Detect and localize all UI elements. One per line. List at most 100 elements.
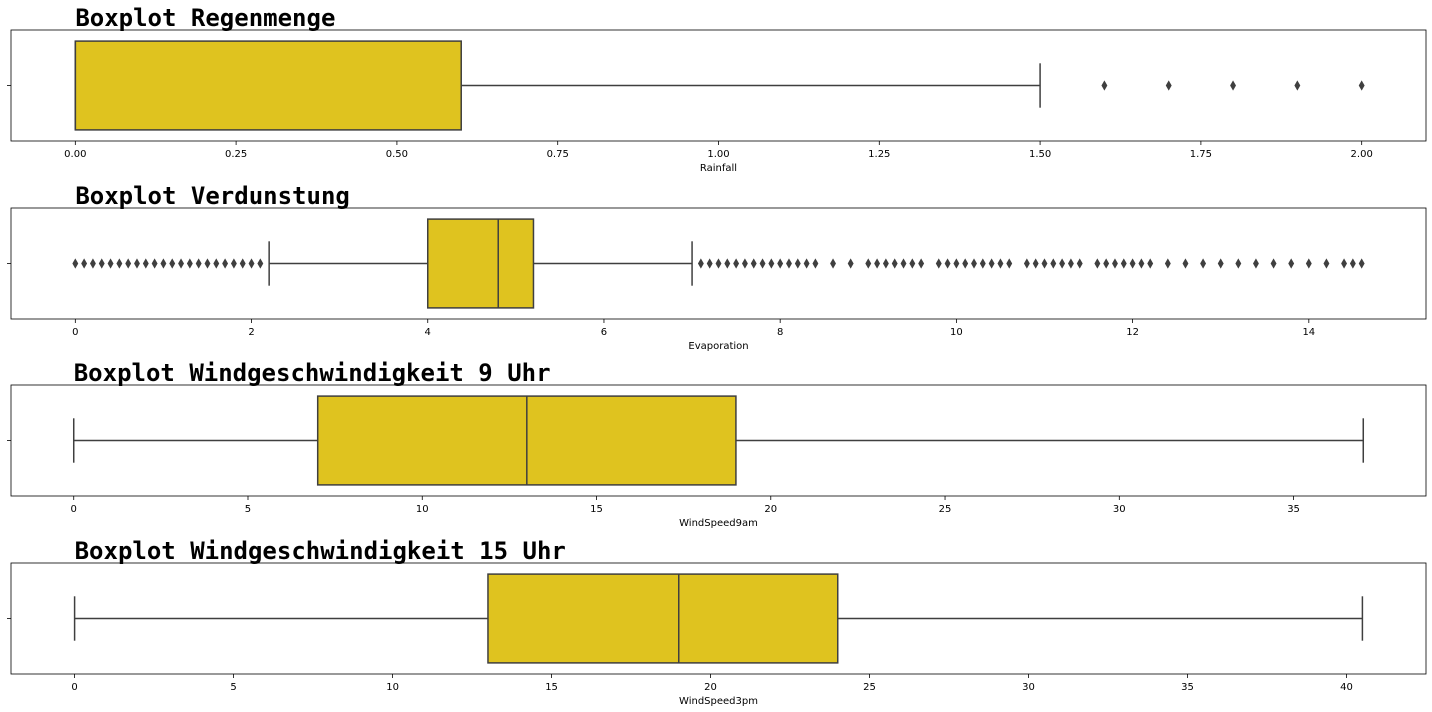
outlier-point: [962, 258, 969, 269]
x-tick-label: 20: [764, 504, 777, 515]
outlier-point: [1101, 80, 1108, 91]
x-tick-label: 0.50: [386, 149, 408, 160]
outlier-point: [935, 258, 942, 269]
outlier-point: [988, 258, 995, 269]
x-tick-label: 0.25: [225, 149, 247, 160]
x-tick-label: 1.00: [707, 149, 729, 160]
x-tick-label: 8: [777, 327, 783, 338]
outlier-point: [715, 258, 722, 269]
outlier-point: [1358, 80, 1365, 91]
outlier-point: [794, 258, 801, 269]
outlier-point: [107, 258, 114, 269]
x-axis-label: WindSpeed3pm: [679, 696, 758, 707]
outlier-point: [239, 258, 246, 269]
x-tick-label: 0: [71, 682, 77, 693]
x-tick-label: 20: [704, 682, 717, 693]
outlier-point: [1120, 258, 1127, 269]
outlier-point: [257, 258, 264, 269]
x-tick-label: 10: [386, 682, 399, 693]
x-tick-label: 10: [950, 327, 963, 338]
outlier-point: [1305, 258, 1312, 269]
outlier-point: [248, 258, 255, 269]
outlier-point: [1032, 258, 1039, 269]
outlier-point: [1050, 258, 1057, 269]
outlier-point: [1294, 80, 1301, 91]
x-tick-label: 15: [545, 682, 558, 693]
outlier-point: [1059, 258, 1066, 269]
outlier-point: [151, 258, 158, 269]
outlier-point: [786, 258, 792, 269]
x-tick-label: 14: [1302, 327, 1315, 338]
outlier-point: [72, 258, 79, 269]
chart-title: Boxplot Windgeschwindigkeit 9 Uhr: [74, 359, 551, 387]
outlier-point: [724, 258, 731, 269]
x-tick-label: 1.50: [1029, 149, 1051, 160]
outlier-point: [900, 258, 907, 269]
x-tick-label: 2.00: [1351, 149, 1373, 160]
outlier-point: [81, 258, 88, 269]
x-tick-label: 15: [590, 504, 603, 515]
outlier-point: [222, 258, 229, 269]
outlier-point: [830, 258, 836, 269]
outlier-point: [874, 258, 881, 269]
outlier-point: [125, 258, 132, 269]
outlier-point: [1165, 80, 1172, 91]
outlier-point: [1164, 258, 1171, 269]
outlier-point: [160, 258, 167, 269]
outlier-point: [204, 258, 211, 269]
outlier-point: [1217, 258, 1224, 269]
outlier-point: [195, 258, 202, 269]
outlier-point: [98, 258, 105, 269]
x-tick-label: 30: [1022, 682, 1035, 693]
x-tick-label: 0: [72, 327, 78, 338]
outlier-point: [134, 258, 140, 269]
outlier-point: [1147, 258, 1154, 269]
x-tick-label: 4: [425, 327, 431, 338]
outlier-point: [979, 258, 986, 269]
outlier-point: [1323, 258, 1330, 269]
outlier-point: [1041, 258, 1048, 269]
outlier-point: [759, 258, 766, 269]
outlier-point: [953, 258, 960, 269]
iqr-box: [487, 573, 839, 664]
outlier-point: [1094, 258, 1101, 269]
outlier-point: [706, 258, 713, 269]
x-tick-label: 0.00: [64, 149, 86, 160]
x-tick-label: 0: [71, 504, 77, 515]
outlier-point: [142, 258, 149, 269]
outlier-point: [750, 258, 757, 269]
x-tick-label: 35: [1287, 504, 1300, 515]
iqr-box: [426, 218, 535, 309]
outlier-point: [777, 258, 784, 269]
outlier-point: [1076, 258, 1083, 269]
outlier-point: [891, 258, 898, 269]
outlier-point: [944, 258, 951, 269]
outlier-point: [733, 258, 740, 269]
outlier-point: [1253, 258, 1259, 269]
chart-title: Boxplot Verdunstung: [75, 182, 350, 210]
outlier-point: [1358, 258, 1365, 269]
outlier-point: [1103, 258, 1110, 269]
outlier-point: [1006, 258, 1013, 269]
outlier-point: [812, 258, 819, 269]
x-axis-label: WindSpeed9am: [679, 518, 758, 529]
x-tick-label: 35: [1181, 682, 1194, 693]
x-tick-label: 6: [601, 327, 607, 338]
chart-title: Boxplot Windgeschwindigkeit 15 Uhr: [75, 537, 566, 565]
outlier-point: [1112, 258, 1118, 269]
x-tick-label: 12: [1126, 327, 1139, 338]
x-tick-label: 1.25: [868, 149, 890, 160]
x-tick-label: 30: [1113, 504, 1126, 515]
outlier-point: [997, 258, 1004, 269]
outlier-point: [213, 258, 220, 269]
outlier-point: [865, 258, 872, 269]
outlier-point: [1230, 80, 1236, 91]
x-tick-label: 25: [863, 682, 876, 693]
outlier-point: [697, 258, 704, 269]
outlier-point: [178, 258, 184, 269]
outlier-point: [847, 258, 854, 269]
outlier-point: [1067, 258, 1074, 269]
outlier-point: [741, 258, 748, 269]
x-tick-label: 40: [1340, 682, 1353, 693]
